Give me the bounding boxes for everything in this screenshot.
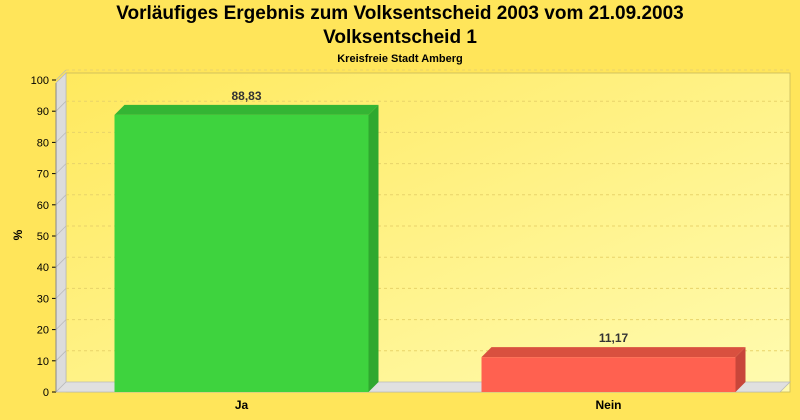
x-category-label: Ja (235, 398, 249, 412)
bar-nein: 11,17 Nein (481, 331, 746, 412)
bar-value-label: 88,83 (231, 89, 261, 103)
y-tick-label: 10 (37, 356, 49, 368)
bar-ja: 88,83 Ja (114, 89, 379, 412)
chart-subtitle: Kreisfreie Stadt Amberg (337, 53, 463, 65)
bar-side (368, 104, 379, 392)
grid-side-line (55, 69, 67, 81)
grid-side-line (55, 288, 67, 299)
bar-side (735, 347, 746, 392)
grid-side-line (55, 132, 67, 143)
y-tick-label: 90 (37, 106, 49, 118)
y-tick-label: 80 (37, 137, 49, 149)
grid-side-line (55, 319, 67, 330)
chart-subtitle-main: Volksentscheid 1 (323, 27, 477, 48)
grid-side-line (55, 100, 67, 112)
bar-top (481, 347, 746, 358)
grid-side-line (55, 194, 67, 206)
y-tick-label: 100 (31, 75, 49, 87)
y-tick-label: 70 (37, 169, 49, 181)
chart-title: Vorläufiges Ergebnis zum Volksentscheid … (116, 3, 684, 24)
bar-value-label: 11,17 (599, 331, 629, 345)
grid-side-line (55, 256, 67, 268)
grid-side-line (55, 225, 67, 237)
bar-top (114, 104, 379, 115)
y-tick-label: 30 (37, 293, 49, 305)
plot-side-wall (55, 72, 67, 393)
grid-side-line (55, 350, 67, 362)
y-tick-label: 0 (43, 387, 49, 399)
y-tick-label: 50 (37, 231, 49, 243)
y-tick-label: 40 (37, 262, 49, 274)
y-tick-label: 20 (37, 325, 49, 337)
grid-side-line (55, 163, 67, 174)
y-axis-label: % (11, 229, 25, 240)
x-category-label: Nein (595, 398, 621, 412)
bar-front (114, 114, 369, 392)
y-tick-label: 60 (37, 200, 49, 212)
bar-front (481, 357, 736, 392)
